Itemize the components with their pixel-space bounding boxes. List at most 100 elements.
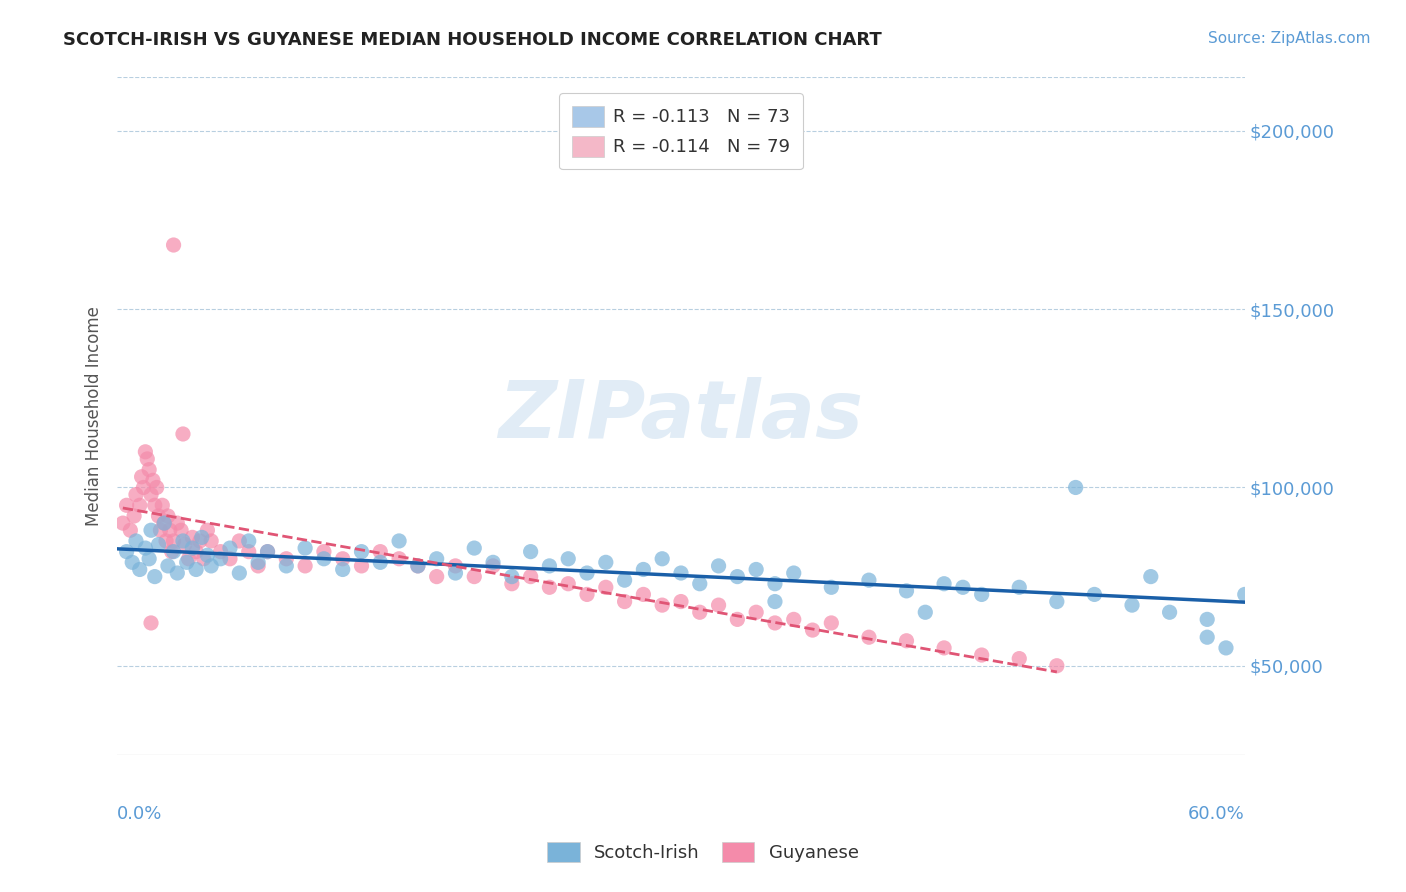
Point bbox=[159, 523, 181, 537]
Point bbox=[519, 569, 541, 583]
Point bbox=[148, 537, 170, 551]
Point bbox=[801, 623, 824, 637]
Point bbox=[1008, 580, 1031, 594]
Point bbox=[125, 487, 148, 501]
Point bbox=[406, 558, 429, 573]
Point bbox=[128, 498, 150, 512]
Point bbox=[1197, 612, 1219, 626]
Point bbox=[1064, 480, 1087, 494]
Point bbox=[332, 551, 354, 566]
Point bbox=[142, 473, 165, 487]
Point bbox=[1139, 569, 1161, 583]
Point bbox=[219, 551, 242, 566]
Point bbox=[312, 551, 335, 566]
Point bbox=[426, 569, 449, 583]
Point bbox=[332, 562, 354, 576]
Point bbox=[160, 544, 183, 558]
Point bbox=[238, 533, 260, 548]
Point bbox=[181, 541, 204, 555]
Legend: R = -0.113   N = 73, R = -0.114   N = 79: R = -0.113 N = 73, R = -0.114 N = 79 bbox=[560, 94, 803, 169]
Point bbox=[139, 523, 162, 537]
Text: 60.0%: 60.0% bbox=[1188, 805, 1244, 822]
Point bbox=[228, 533, 250, 548]
Point bbox=[156, 558, 179, 573]
Point bbox=[134, 541, 156, 555]
Point bbox=[519, 544, 541, 558]
Point bbox=[576, 587, 599, 601]
Point bbox=[689, 576, 711, 591]
Point bbox=[172, 533, 194, 548]
Legend: Scotch-Irish, Guyanese: Scotch-Irish, Guyanese bbox=[540, 834, 866, 870]
Point bbox=[172, 427, 194, 442]
Point bbox=[190, 530, 212, 544]
Point bbox=[294, 558, 316, 573]
Point bbox=[228, 566, 250, 580]
Point bbox=[143, 569, 166, 583]
Point bbox=[312, 544, 335, 558]
Point bbox=[200, 558, 222, 573]
Point bbox=[138, 462, 160, 476]
Point bbox=[1121, 598, 1143, 612]
Point bbox=[132, 480, 155, 494]
Point bbox=[557, 551, 579, 566]
Point bbox=[193, 551, 215, 566]
Point bbox=[166, 566, 188, 580]
Point bbox=[970, 648, 993, 662]
Point bbox=[209, 551, 232, 566]
Text: ZIPatlas: ZIPatlas bbox=[499, 377, 863, 455]
Point bbox=[115, 498, 138, 512]
Point bbox=[463, 569, 485, 583]
Point bbox=[745, 605, 768, 619]
Point bbox=[633, 562, 655, 576]
Point bbox=[745, 562, 768, 576]
Point bbox=[707, 558, 730, 573]
Point bbox=[406, 558, 429, 573]
Point bbox=[1083, 587, 1105, 601]
Point bbox=[725, 612, 748, 626]
Point bbox=[153, 516, 176, 530]
Point bbox=[388, 533, 411, 548]
Point bbox=[197, 523, 219, 537]
Point bbox=[669, 594, 692, 608]
Point bbox=[1046, 658, 1069, 673]
Point bbox=[247, 558, 270, 573]
Point bbox=[368, 544, 391, 558]
Point bbox=[896, 583, 918, 598]
Text: 0.0%: 0.0% bbox=[117, 805, 163, 822]
Point bbox=[501, 569, 523, 583]
Point bbox=[763, 594, 786, 608]
Point bbox=[368, 555, 391, 569]
Point bbox=[219, 541, 242, 555]
Point bbox=[820, 580, 842, 594]
Point bbox=[294, 541, 316, 555]
Point bbox=[350, 558, 373, 573]
Point bbox=[149, 523, 172, 537]
Point bbox=[247, 555, 270, 569]
Point bbox=[177, 551, 200, 566]
Point bbox=[444, 558, 467, 573]
Point bbox=[932, 576, 955, 591]
Point bbox=[111, 516, 134, 530]
Point bbox=[896, 633, 918, 648]
Point bbox=[482, 558, 505, 573]
Point bbox=[153, 516, 176, 530]
Point bbox=[633, 587, 655, 601]
Point bbox=[176, 555, 198, 569]
Point bbox=[1046, 594, 1069, 608]
Point bbox=[613, 573, 636, 587]
Point bbox=[188, 533, 211, 548]
Point bbox=[613, 594, 636, 608]
Point bbox=[501, 576, 523, 591]
Point bbox=[426, 551, 449, 566]
Point bbox=[162, 533, 184, 548]
Point bbox=[148, 508, 170, 523]
Point bbox=[256, 544, 278, 558]
Point bbox=[783, 566, 806, 580]
Point bbox=[145, 480, 167, 494]
Point bbox=[138, 551, 160, 566]
Point bbox=[276, 551, 298, 566]
Point bbox=[131, 469, 153, 483]
Point bbox=[350, 544, 373, 558]
Point bbox=[173, 537, 195, 551]
Point bbox=[122, 508, 145, 523]
